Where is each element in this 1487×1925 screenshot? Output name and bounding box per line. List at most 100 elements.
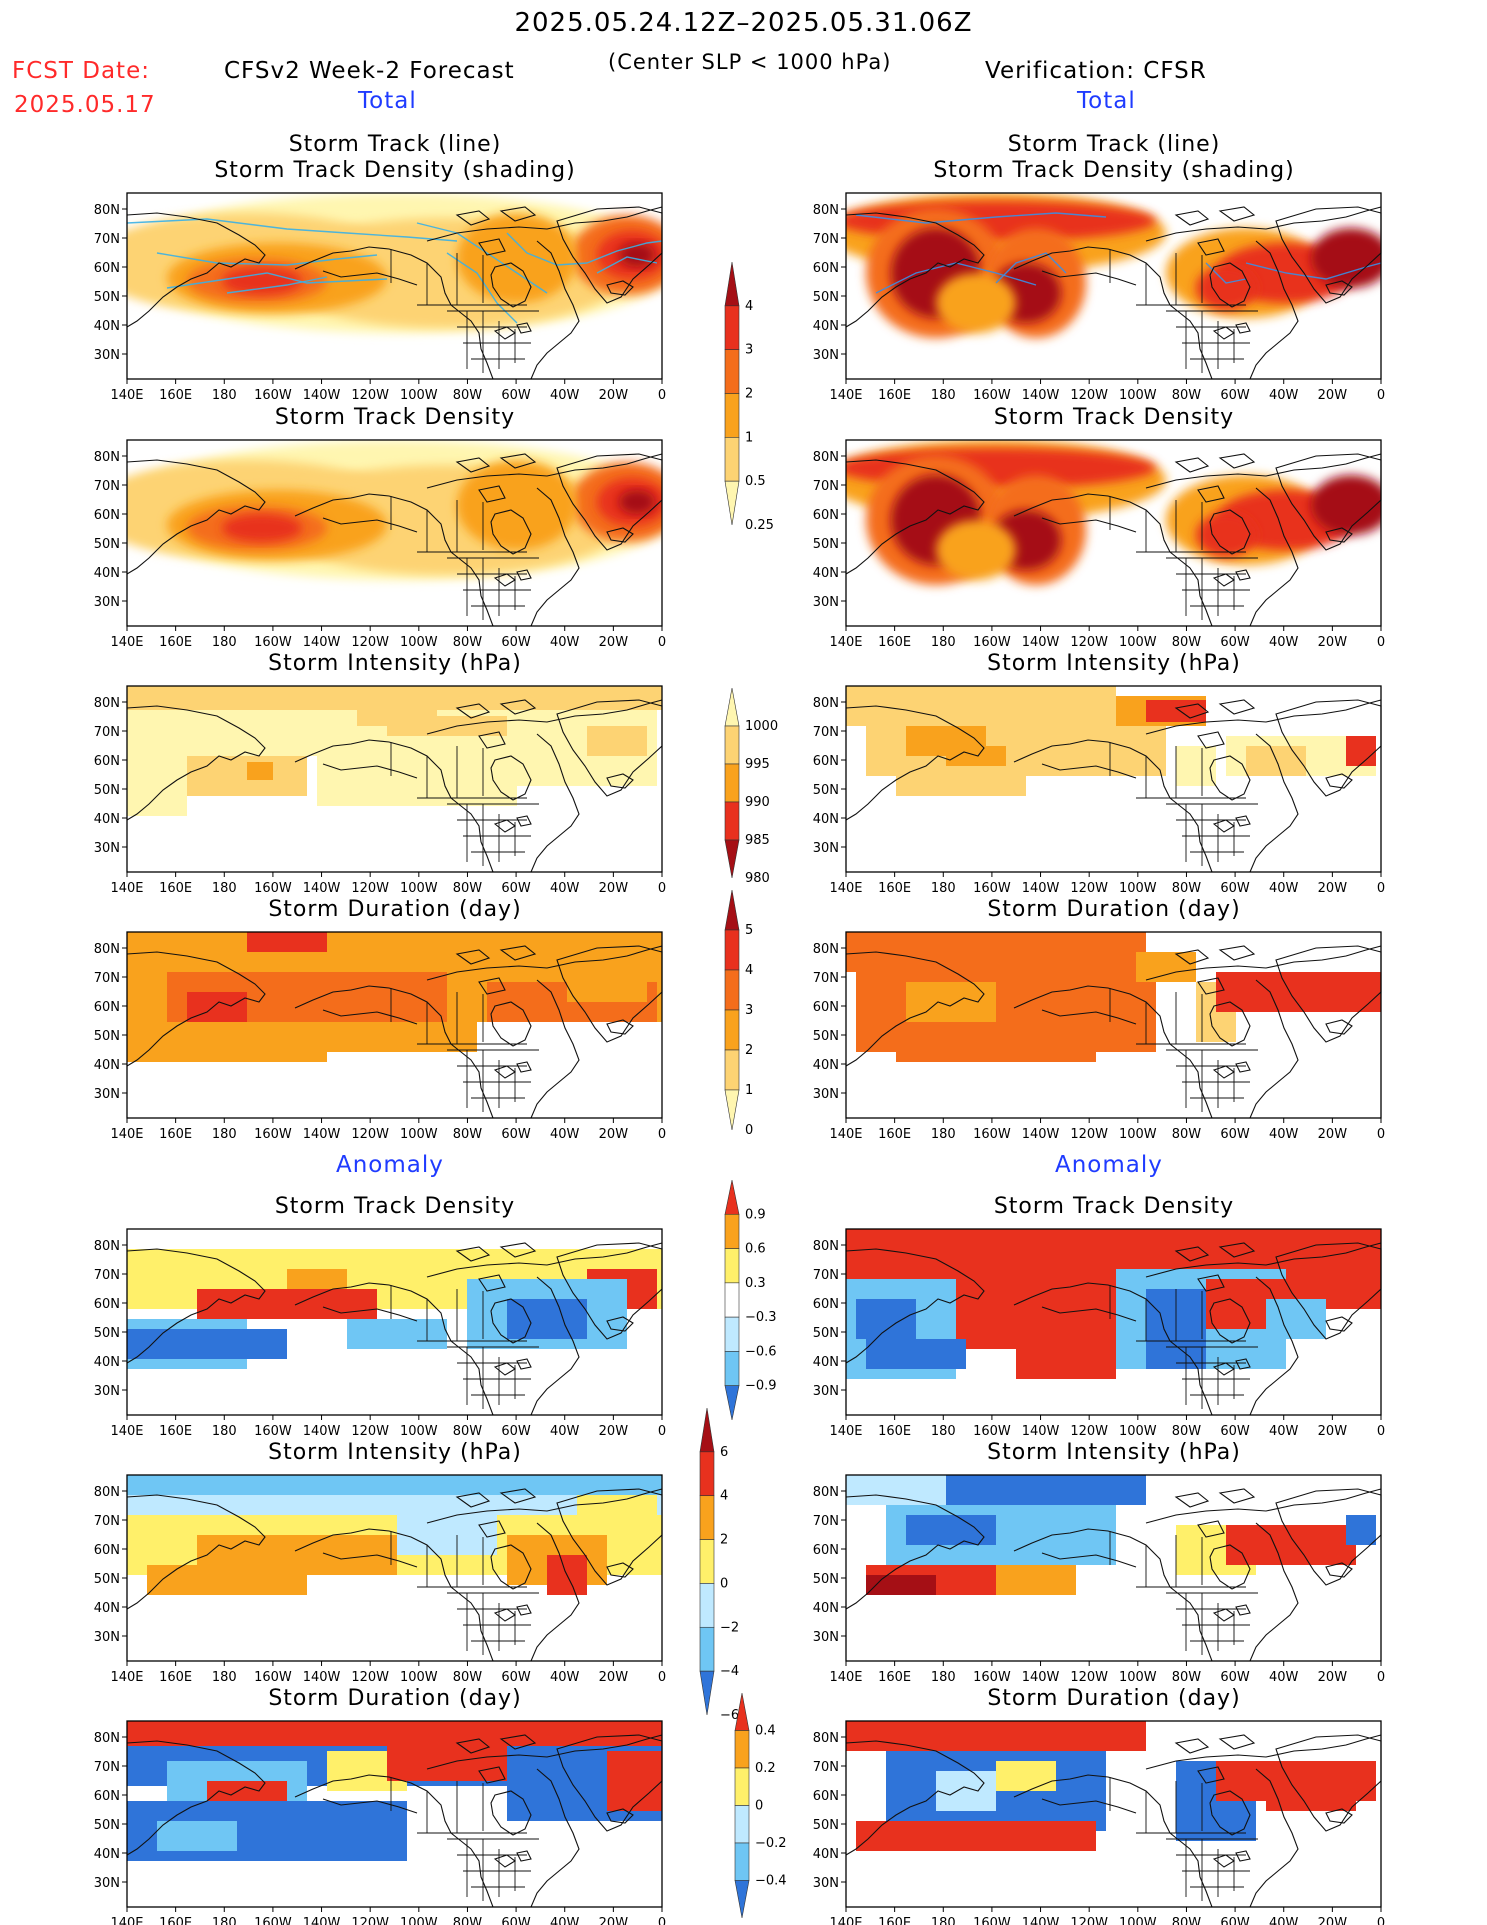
colorbar-label: 2 <box>720 1533 728 1548</box>
coastline <box>294 1774 494 1908</box>
coastline <box>1041 1009 1137 1025</box>
lon-tick-label: 0 <box>658 1127 666 1142</box>
lat-tick-label: 80N <box>94 1485 120 1500</box>
lon-tick-label: 40W <box>1269 1127 1299 1142</box>
lon-tick-label: 20W <box>1318 388 1348 403</box>
shade-cell <box>1146 700 1206 722</box>
colorbar-label: 0.3 <box>745 1276 766 1291</box>
coastline <box>1218 1488 1256 1504</box>
coastline <box>1174 703 1210 719</box>
lat-tick-label: 40N <box>813 812 839 827</box>
shade-cell <box>846 1721 1146 1751</box>
map-frame <box>845 931 1382 1119</box>
shade-patch <box>1196 513 1256 557</box>
lat-tick-label: 40N <box>813 1058 839 1073</box>
lat-tick-label: 50N <box>813 1029 839 1044</box>
shade-cell <box>127 1022 327 1062</box>
coastline <box>1197 977 1225 995</box>
lat-tick-label: 80N <box>94 696 120 711</box>
model-title: CFSv2 Week-2 Forecast <box>224 58 515 84</box>
lat-tick-label: 80N <box>94 450 120 465</box>
map-panel-track-line-verification: 140E 160E 180 160W 140W 120W 100W 80W 60W 40W 20W 0… <box>813 192 1385 403</box>
coastline <box>1249 240 1299 380</box>
shade-patch <box>1311 475 1381 535</box>
coastline <box>1218 699 1256 715</box>
colorbar-segment <box>724 969 740 1011</box>
coastline <box>426 1734 663 1770</box>
lon-tick-label: 160E <box>878 635 911 650</box>
coastline <box>322 1798 418 1814</box>
coastline <box>1041 1306 1137 1322</box>
shade-cell <box>1176 746 1216 786</box>
coastline <box>478 1274 506 1292</box>
map-frame <box>845 685 1382 873</box>
lat-tick-label: 40N <box>813 319 839 334</box>
coastline <box>1145 1734 1382 1770</box>
lat-tick-label: 50N <box>94 1326 120 1341</box>
coastline <box>530 1768 580 1908</box>
map-frame <box>845 439 1382 627</box>
coastline <box>1174 457 1210 473</box>
coastline <box>845 1494 985 1610</box>
lon-tick-label: 80W <box>1172 881 1202 896</box>
lat-tick-label: 80N <box>94 942 120 957</box>
lon-tick-label: 160W <box>973 1127 1011 1142</box>
coastline <box>1235 569 1251 581</box>
colorbar-segment <box>724 725 740 765</box>
lon-tick-label: 120W <box>1070 1424 1108 1439</box>
lon-tick-label: 60W <box>1220 388 1250 403</box>
lon-tick-label: 180 <box>212 1670 237 1685</box>
colorbar-segment <box>734 1730 750 1769</box>
lon-tick-label: 0 <box>1377 1916 1385 1925</box>
coastline <box>556 945 663 1043</box>
shade-cell <box>1326 1269 1381 1309</box>
lon-tick-label: 140E <box>829 1424 862 1439</box>
shade-cell <box>956 1289 1026 1349</box>
lon-tick-label: 180 <box>931 1424 956 1439</box>
coastline <box>530 979 580 1119</box>
coastline <box>606 773 634 789</box>
lat-tick-label: 30N <box>813 1384 839 1399</box>
coastline <box>1249 1768 1299 1908</box>
lon-tick-label: 180 <box>931 1670 956 1685</box>
lon-tick-label: 120W <box>351 635 389 650</box>
map-frame <box>845 192 1382 380</box>
coastline <box>1235 1850 1251 1862</box>
lon-tick-label: 160E <box>878 1127 911 1142</box>
lat-tick-label: 30N <box>813 595 839 610</box>
coastline <box>845 951 985 1067</box>
storm-track-line <box>226 276 328 294</box>
colorbar-segment <box>724 929 740 971</box>
lon-tick-label: 40W <box>550 1916 580 1925</box>
lon-tick-label: 0 <box>1377 635 1385 650</box>
lat-tick-label: 80N <box>813 203 839 218</box>
lon-tick-label: 20W <box>1318 1916 1348 1925</box>
coastline <box>1041 763 1137 779</box>
storm-track-line <box>596 256 658 274</box>
shade-cell <box>1266 1781 1356 1811</box>
shade-cell <box>397 1515 497 1555</box>
lon-tick-label: 140W <box>1022 635 1060 650</box>
lon-tick-label: 140W <box>1022 1916 1060 1925</box>
lat-tick-label: 50N <box>813 1572 839 1587</box>
coastline <box>455 210 491 226</box>
colorbar-label: −0.9 <box>745 1379 777 1394</box>
coastline <box>1249 1276 1299 1416</box>
colorbar-segment <box>734 1842 750 1881</box>
coastline <box>1013 739 1213 873</box>
storm-track-line <box>166 272 388 289</box>
lat-tick-label: 80N <box>813 1731 839 1746</box>
shade-patch <box>457 460 577 550</box>
lon-tick-label: 100W <box>400 881 438 896</box>
map-panel-intensity-anomaly-verification: 140E 160E 180 160W 140W 120W 100W 80W 60W 40W 20W 0… <box>813 1474 1385 1685</box>
lon-tick-label: 140W <box>303 635 341 650</box>
coastline <box>1249 487 1299 627</box>
colorbar-cap <box>699 1407 715 1453</box>
coastline <box>490 509 532 555</box>
colorbar-density-anomaly: 0.9 0.6 0.3 −0.3 −0.6 −0.9 <box>724 1179 777 1421</box>
lat-tick-label: 70N <box>813 1760 839 1775</box>
shade-cell <box>936 1771 996 1811</box>
map-frame <box>845 1228 1382 1416</box>
lat-tick-label: 80N <box>813 696 839 711</box>
colorbar-segment <box>724 349 740 394</box>
